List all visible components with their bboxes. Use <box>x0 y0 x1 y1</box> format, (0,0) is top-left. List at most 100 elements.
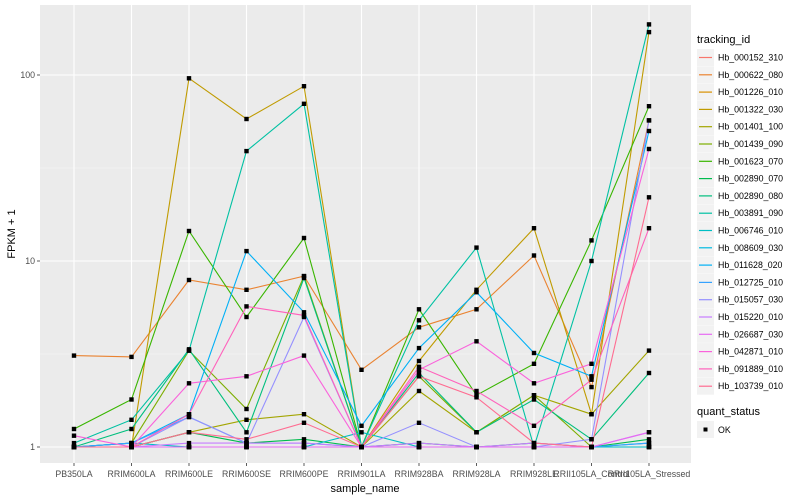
data-point-Hb_001401_100 <box>244 417 249 422</box>
legend-item: Hb_091889_010 <box>697 360 783 378</box>
x-axis: PB350LA RRIM600LA RRIM600LE RRIM600SE RRIM60… <box>55 463 690 479</box>
data-point-Hb_003891_090 <box>244 148 249 154</box>
legend-item: Hb_001401_100 <box>697 118 783 136</box>
data-point-Hb_042871_010 <box>589 361 594 366</box>
data-point-Hb_001401_100 <box>646 348 652 353</box>
x-tick-label: RRIM928LE <box>510 469 558 479</box>
data-point-Hb_001439_090 <box>531 393 537 398</box>
data-point-Hb_003891_090 <box>589 258 594 264</box>
x-tick-label: RRII105LA_Stressed <box>608 469 691 479</box>
legend-label: Hb_001322_030 <box>718 104 783 114</box>
legend-item: Hb_001322_030 <box>697 100 783 118</box>
data-point-Hb_001401_100 <box>589 412 594 417</box>
data-point-Hb_091889_010 <box>646 226 652 231</box>
data-point-Hb_015057_030 <box>646 118 652 123</box>
legend-shape-label: OK <box>718 425 731 435</box>
data-point-Hb_003891_090 <box>71 440 77 446</box>
data-point-Hb_000622_080 <box>186 277 192 283</box>
data-point-Hb_001623_070 <box>129 397 134 402</box>
data-point-Hb_000622_080 <box>244 287 249 292</box>
legend-label: Hb_006746_010 <box>718 226 783 236</box>
data-point-Hb_011628_020 <box>244 248 249 254</box>
data-point-Hb_091889_010 <box>531 423 537 428</box>
legend-label: Hb_001401_100 <box>718 122 783 132</box>
data-point-Hb_026687_030 <box>244 444 249 450</box>
legend-label: Hb_000152_310 <box>718 53 783 63</box>
plot-panel <box>40 5 691 463</box>
legend-item: Hb_042871_010 <box>697 343 783 361</box>
y-tick-label: 1 <box>30 442 35 452</box>
legend-label: Hb_015057_030 <box>718 295 783 305</box>
y-tick-label: 10 <box>25 256 35 266</box>
legend-item: Hb_001226_010 <box>697 83 783 101</box>
legend-item: Hb_006746_010 <box>697 222 783 239</box>
data-point-Hb_091889_010 <box>186 412 192 417</box>
data-point-Hb_011628_020 <box>646 128 652 134</box>
data-point-Hb_000622_080 <box>416 325 422 330</box>
data-point-Hb_103739_010 <box>129 444 134 450</box>
data-point-Hb_001623_070 <box>244 314 249 320</box>
legend-item: Hb_015057_030 <box>697 291 783 309</box>
data-point-Hb_003891_090 <box>129 417 134 422</box>
legend-label: Hb_000622_080 <box>718 70 783 80</box>
legend-label: Hb_008609_030 <box>718 243 783 253</box>
y-tick-label: 100 <box>20 70 35 80</box>
legend-label: Hb_002890_070 <box>718 174 783 184</box>
x-tick-label: RRII105LA_Control <box>553 469 629 479</box>
legend-label: Hb_002890_080 <box>718 191 783 201</box>
data-point-Hb_001623_070 <box>531 361 537 366</box>
legend-label: Hb_103739_010 <box>718 381 783 391</box>
data-point-Hb_001439_090 <box>244 406 249 412</box>
legend-item: Hb_001439_090 <box>697 135 783 153</box>
legend-label: Hb_091889_010 <box>718 364 783 374</box>
x-axis-title: sample_name <box>330 483 399 495</box>
data-point-Hb_091889_010 <box>244 304 249 309</box>
legend-item: Hb_003891_090 <box>697 204 783 222</box>
data-point-Hb_001401_100 <box>301 412 307 417</box>
x-tick-label: RRIM600LE <box>165 469 213 479</box>
data-point-Hb_001623_070 <box>71 426 77 432</box>
data-point-Hb_002890_080 <box>129 426 134 432</box>
data-point-Hb_000622_080 <box>71 353 77 358</box>
data-point-Hb_103739_010 <box>531 440 537 446</box>
data-point-Hb_001322_030 <box>416 358 422 364</box>
data-point-Hb_015220_010 <box>186 440 192 446</box>
data-point-Hb_012725_010 <box>646 440 652 446</box>
legend-label: Hb_003891_090 <box>718 208 783 218</box>
data-point-Hb_042871_010 <box>71 433 77 438</box>
data-point-Hb_002890_080 <box>301 275 307 281</box>
y-axis: 1 10 100 <box>20 70 40 452</box>
data-point-Hb_091889_010 <box>589 377 594 382</box>
data-point-Hb_026687_030 <box>474 444 479 450</box>
data-point-Hb_002890_070 <box>646 437 652 442</box>
data-point-Hb_103739_010 <box>186 430 192 435</box>
legend-item: Hb_008609_030 <box>697 239 783 257</box>
data-point-Hb_011628_020 <box>301 310 307 315</box>
data-point-Hb_001322_030 <box>244 116 249 122</box>
data-point-Hb_042871_010 <box>474 339 479 344</box>
legend-item: Hb_000152_310 <box>697 49 783 66</box>
data-point-Hb_103739_010 <box>646 195 652 200</box>
data-point-Hb_002890_080 <box>474 430 479 435</box>
legend-label: Hb_001623_070 <box>718 156 783 166</box>
data-point-Hb_000622_080 <box>589 384 594 390</box>
data-point-Hb_000622_080 <box>129 354 134 360</box>
x-tick-label: RRIM600PE <box>280 469 329 479</box>
data-point-Hb_015220_010 <box>301 440 307 446</box>
data-point-Hb_011628_020 <box>359 423 364 428</box>
data-point-Hb_103739_010 <box>474 395 479 400</box>
data-point-Hb_103739_010 <box>589 444 594 450</box>
data-point-Hb_000622_080 <box>531 253 537 258</box>
data-point-Hb_042871_010 <box>244 374 249 379</box>
data-point-Hb_011628_020 <box>474 290 479 295</box>
data-point-Hb_015220_010 <box>416 440 422 446</box>
data-point-Hb_003891_090 <box>646 22 652 27</box>
data-point-Hb_091889_010 <box>474 388 479 394</box>
data-point-Hb_003891_090 <box>474 245 479 250</box>
data-point-Hb_006746_010 <box>646 444 652 450</box>
legend-item: Hb_103739_010 <box>697 377 783 395</box>
data-point-Hb_011628_020 <box>589 374 594 379</box>
legend-item: Hb_012725_010 <box>697 273 783 291</box>
legend: tracking_id Hb_000152_310 Hb_000622_080 Hb… <box>697 34 783 438</box>
